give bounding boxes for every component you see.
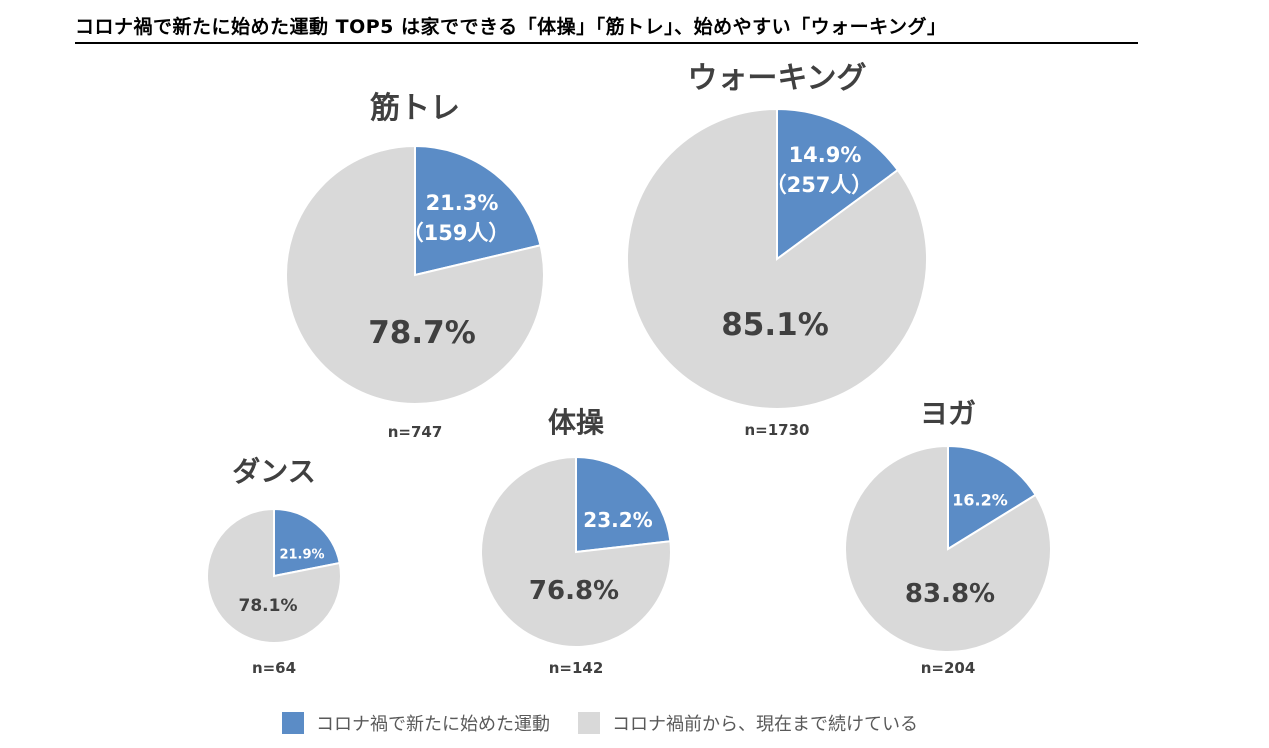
chart-title: コロナ禍で新たに始めた運動 TOP5 は家でできる「体操」「筋トレ」、始めやすい… bbox=[75, 12, 1138, 44]
data-label-new: 23.2% bbox=[583, 508, 652, 532]
sample-size-label: n=64 bbox=[252, 659, 296, 677]
sample-size-label: n=142 bbox=[549, 659, 604, 677]
pie-slice-continued bbox=[285, 144, 545, 405]
legend: コロナ禍で新たに始めた運動 コロナ禍前から、現在まで続けている bbox=[282, 710, 946, 736]
legend-swatch-continued bbox=[578, 712, 600, 734]
legend-label-new: コロナ禍で新たに始めた運動 bbox=[316, 714, 550, 735]
legend-label-continued: コロナ禍前から、現在まで続けている bbox=[612, 714, 918, 735]
pie-title: 筋トレ bbox=[370, 91, 460, 126]
pie-title: ダンス bbox=[232, 455, 315, 488]
pie-title: 体操 bbox=[548, 406, 604, 439]
sample-size-label: n=747 bbox=[388, 423, 443, 441]
data-label-new: 21.9% bbox=[279, 548, 324, 563]
count-label-new: （159人） bbox=[403, 221, 510, 245]
pie-slice-new bbox=[575, 455, 672, 554]
pie-slice-new bbox=[414, 144, 542, 277]
count-label-new: （257人） bbox=[766, 173, 873, 197]
data-label-continued: 78.7% bbox=[368, 315, 476, 351]
pie-slice-new bbox=[273, 507, 341, 578]
pie-slice-new bbox=[947, 444, 1038, 551]
data-label-continued: 78.1% bbox=[239, 596, 298, 616]
legend-swatch-new bbox=[282, 712, 304, 734]
data-label-new: 16.2% bbox=[952, 491, 1008, 510]
data-label-continued: 85.1% bbox=[721, 307, 829, 343]
data-label-new: 14.9% bbox=[789, 143, 862, 167]
pie-slice-new bbox=[776, 107, 900, 261]
data-label-continued: 76.8% bbox=[529, 576, 619, 606]
pie-slice-continued bbox=[206, 507, 342, 644]
pie-title: ウォーキング bbox=[687, 61, 866, 96]
data-label-continued: 83.8% bbox=[905, 579, 995, 609]
pie-slice-continued bbox=[626, 107, 928, 410]
pie-slice-continued bbox=[844, 444, 1052, 653]
legend-item-new: コロナ禍で新たに始めた運動 bbox=[282, 710, 550, 736]
legend-item-continued: コロナ禍前から、現在まで続けている bbox=[578, 710, 918, 736]
pie-slice-continued bbox=[480, 455, 672, 648]
sample-size-label: n=204 bbox=[921, 659, 976, 677]
sample-size-label: n=1730 bbox=[745, 421, 810, 439]
data-label-new: 21.3% bbox=[426, 191, 499, 215]
pie-title: ヨガ bbox=[920, 397, 976, 430]
